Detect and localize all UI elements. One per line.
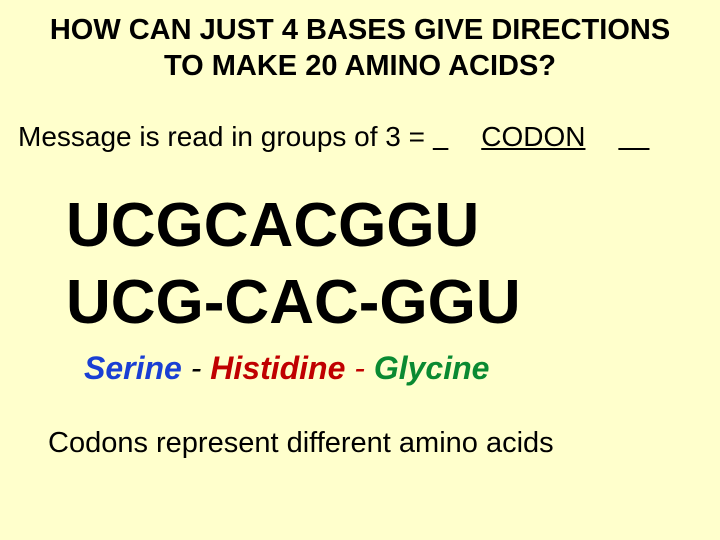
amino-glycine: Glycine	[374, 350, 490, 386]
amino-dash-1: -	[191, 350, 211, 386]
slide-title: HOW CAN JUST 4 BASES GIVE DIRECTIONS TO …	[18, 12, 702, 85]
blank-lead-space	[433, 121, 449, 152]
sequence-block: UCGCACGGU UCG-CAC-GGU Serine - Histidine…	[66, 187, 702, 387]
footer-statement: Codons represent different amino acids	[48, 427, 702, 460]
amino-dash-2: -	[354, 350, 374, 386]
amino-acid-line: Serine - Histidine - Glycine	[84, 350, 702, 387]
blank-answer: CODON	[448, 121, 618, 153]
amino-serine: Serine	[84, 350, 182, 386]
sequence-split: UCG-CAC-GGU	[66, 264, 702, 342]
sequence-raw: UCGCACGGU	[66, 187, 702, 265]
amino-histidine: Histidine	[210, 350, 345, 386]
message-prefix: Message is read in groups of 3 =	[18, 121, 433, 152]
blank-trail-space	[618, 121, 649, 152]
message-line: Message is read in groups of 3 = CODON	[18, 121, 702, 153]
